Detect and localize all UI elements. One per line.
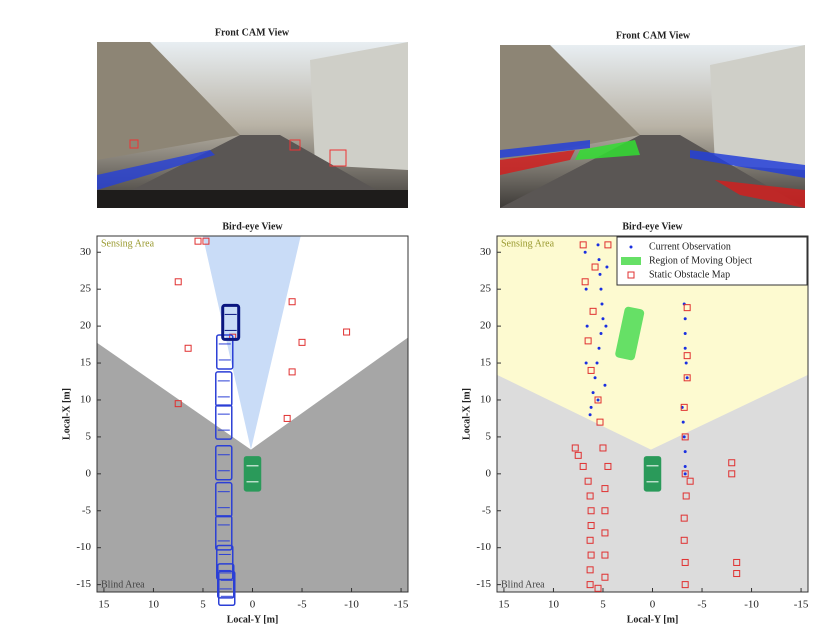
- observation-point: [592, 391, 595, 394]
- x-tick-label: 5: [600, 599, 606, 611]
- observation-point: [685, 362, 688, 365]
- annotation: Sensing Area: [501, 238, 555, 249]
- observation-point: [684, 465, 687, 468]
- y-tick-label: -10: [76, 541, 91, 553]
- observation-point: [684, 450, 687, 453]
- y-tick-label: 25: [80, 283, 92, 295]
- camera-image: [97, 42, 408, 208]
- y-tick-label: 5: [486, 430, 492, 442]
- y-tick-label: 25: [480, 283, 492, 295]
- x-tick-label: 15: [98, 599, 110, 611]
- vehicle: [245, 457, 261, 491]
- legend-swatch: [630, 246, 633, 249]
- chart-title: Bird-eye View: [222, 221, 283, 232]
- y-tick-label: 10: [480, 393, 492, 405]
- x-axis-label: Local-Y [m]: [627, 614, 679, 625]
- observation-point: [599, 332, 602, 335]
- x-tick-label: -15: [794, 599, 809, 611]
- figure: Front CAM View Front CAM View Bird-eye V…: [0, 0, 839, 634]
- vehicle-body: [645, 457, 661, 491]
- observation-point: [603, 384, 606, 387]
- x-tick-label: -15: [394, 599, 409, 611]
- vehicle-body: [245, 457, 261, 491]
- x-tick-label: -10: [344, 599, 359, 611]
- y-tick-label: 0: [486, 467, 492, 479]
- chart-title: Bird-eye View: [622, 221, 683, 232]
- observation-point: [590, 406, 593, 409]
- observation-point: [597, 243, 600, 246]
- camera-title: Front CAM View: [616, 30, 691, 41]
- y-tick-label: 0: [86, 467, 92, 479]
- observation-point: [682, 421, 685, 424]
- x-tick-label: -5: [297, 599, 307, 611]
- x-tick-label: 0: [250, 599, 256, 611]
- observation-point: [605, 266, 608, 269]
- observation-point: [596, 362, 599, 365]
- annotation: Sensing Area: [101, 238, 155, 249]
- y-tick-label: 5: [86, 430, 92, 442]
- y-tick-label: 15: [480, 357, 492, 369]
- legend-label: Current Observation: [649, 241, 731, 252]
- x-tick-label: 10: [148, 599, 160, 611]
- observation-point: [601, 317, 604, 320]
- observation-point: [684, 472, 687, 475]
- legend-label: Static Obstacle Map: [649, 269, 730, 280]
- y-axis-label: Local-X [m]: [461, 388, 472, 440]
- observation-point: [585, 288, 588, 291]
- x-tick-label: 10: [548, 599, 560, 611]
- x-axis-label: Local-Y [m]: [227, 614, 279, 625]
- observation-point: [599, 288, 602, 291]
- observation-point: [585, 362, 588, 365]
- x-tick-label: 15: [498, 599, 510, 611]
- observation-point: [594, 376, 597, 379]
- y-tick-label: -15: [76, 578, 91, 590]
- y-tick-label: 30: [80, 246, 92, 258]
- y-tick-label: -5: [82, 504, 92, 516]
- observation-point: [686, 376, 689, 379]
- observation-point: [600, 302, 603, 305]
- y-tick-label: 15: [80, 357, 92, 369]
- y-tick-label: -15: [476, 578, 491, 590]
- x-tick-label: 0: [650, 599, 656, 611]
- observation-point: [598, 347, 601, 350]
- observation-point: [584, 251, 587, 254]
- observation-point: [683, 435, 686, 438]
- legend-swatch: [621, 257, 641, 265]
- y-tick-label: 30: [480, 246, 492, 258]
- y-tick-label: 10: [80, 393, 92, 405]
- x-tick-label: -10: [744, 599, 759, 611]
- camera-title: Front CAM View: [215, 27, 290, 38]
- observation-point: [586, 325, 589, 328]
- y-axis-label: Local-X [m]: [61, 388, 72, 440]
- observation-point: [684, 332, 687, 335]
- observation-point: [589, 413, 592, 416]
- vehicle: [645, 457, 661, 491]
- legend-label: Region of Moving Object: [649, 255, 752, 266]
- observation-point: [598, 258, 601, 261]
- camera-image: [500, 45, 805, 208]
- y-tick-label: -10: [476, 541, 491, 553]
- observation-point: [604, 325, 607, 328]
- observation-point: [684, 317, 687, 320]
- annotation: Blind Area: [101, 579, 145, 590]
- y-tick-label: 20: [80, 320, 92, 332]
- x-tick-label: 5: [200, 599, 206, 611]
- annotation: Blind Area: [501, 579, 545, 590]
- observation-point: [599, 273, 602, 276]
- y-tick-label: 20: [480, 320, 492, 332]
- y-tick-label: -5: [482, 504, 492, 516]
- observation-point: [597, 398, 600, 401]
- observation-point: [684, 347, 687, 350]
- x-tick-label: -5: [697, 599, 707, 611]
